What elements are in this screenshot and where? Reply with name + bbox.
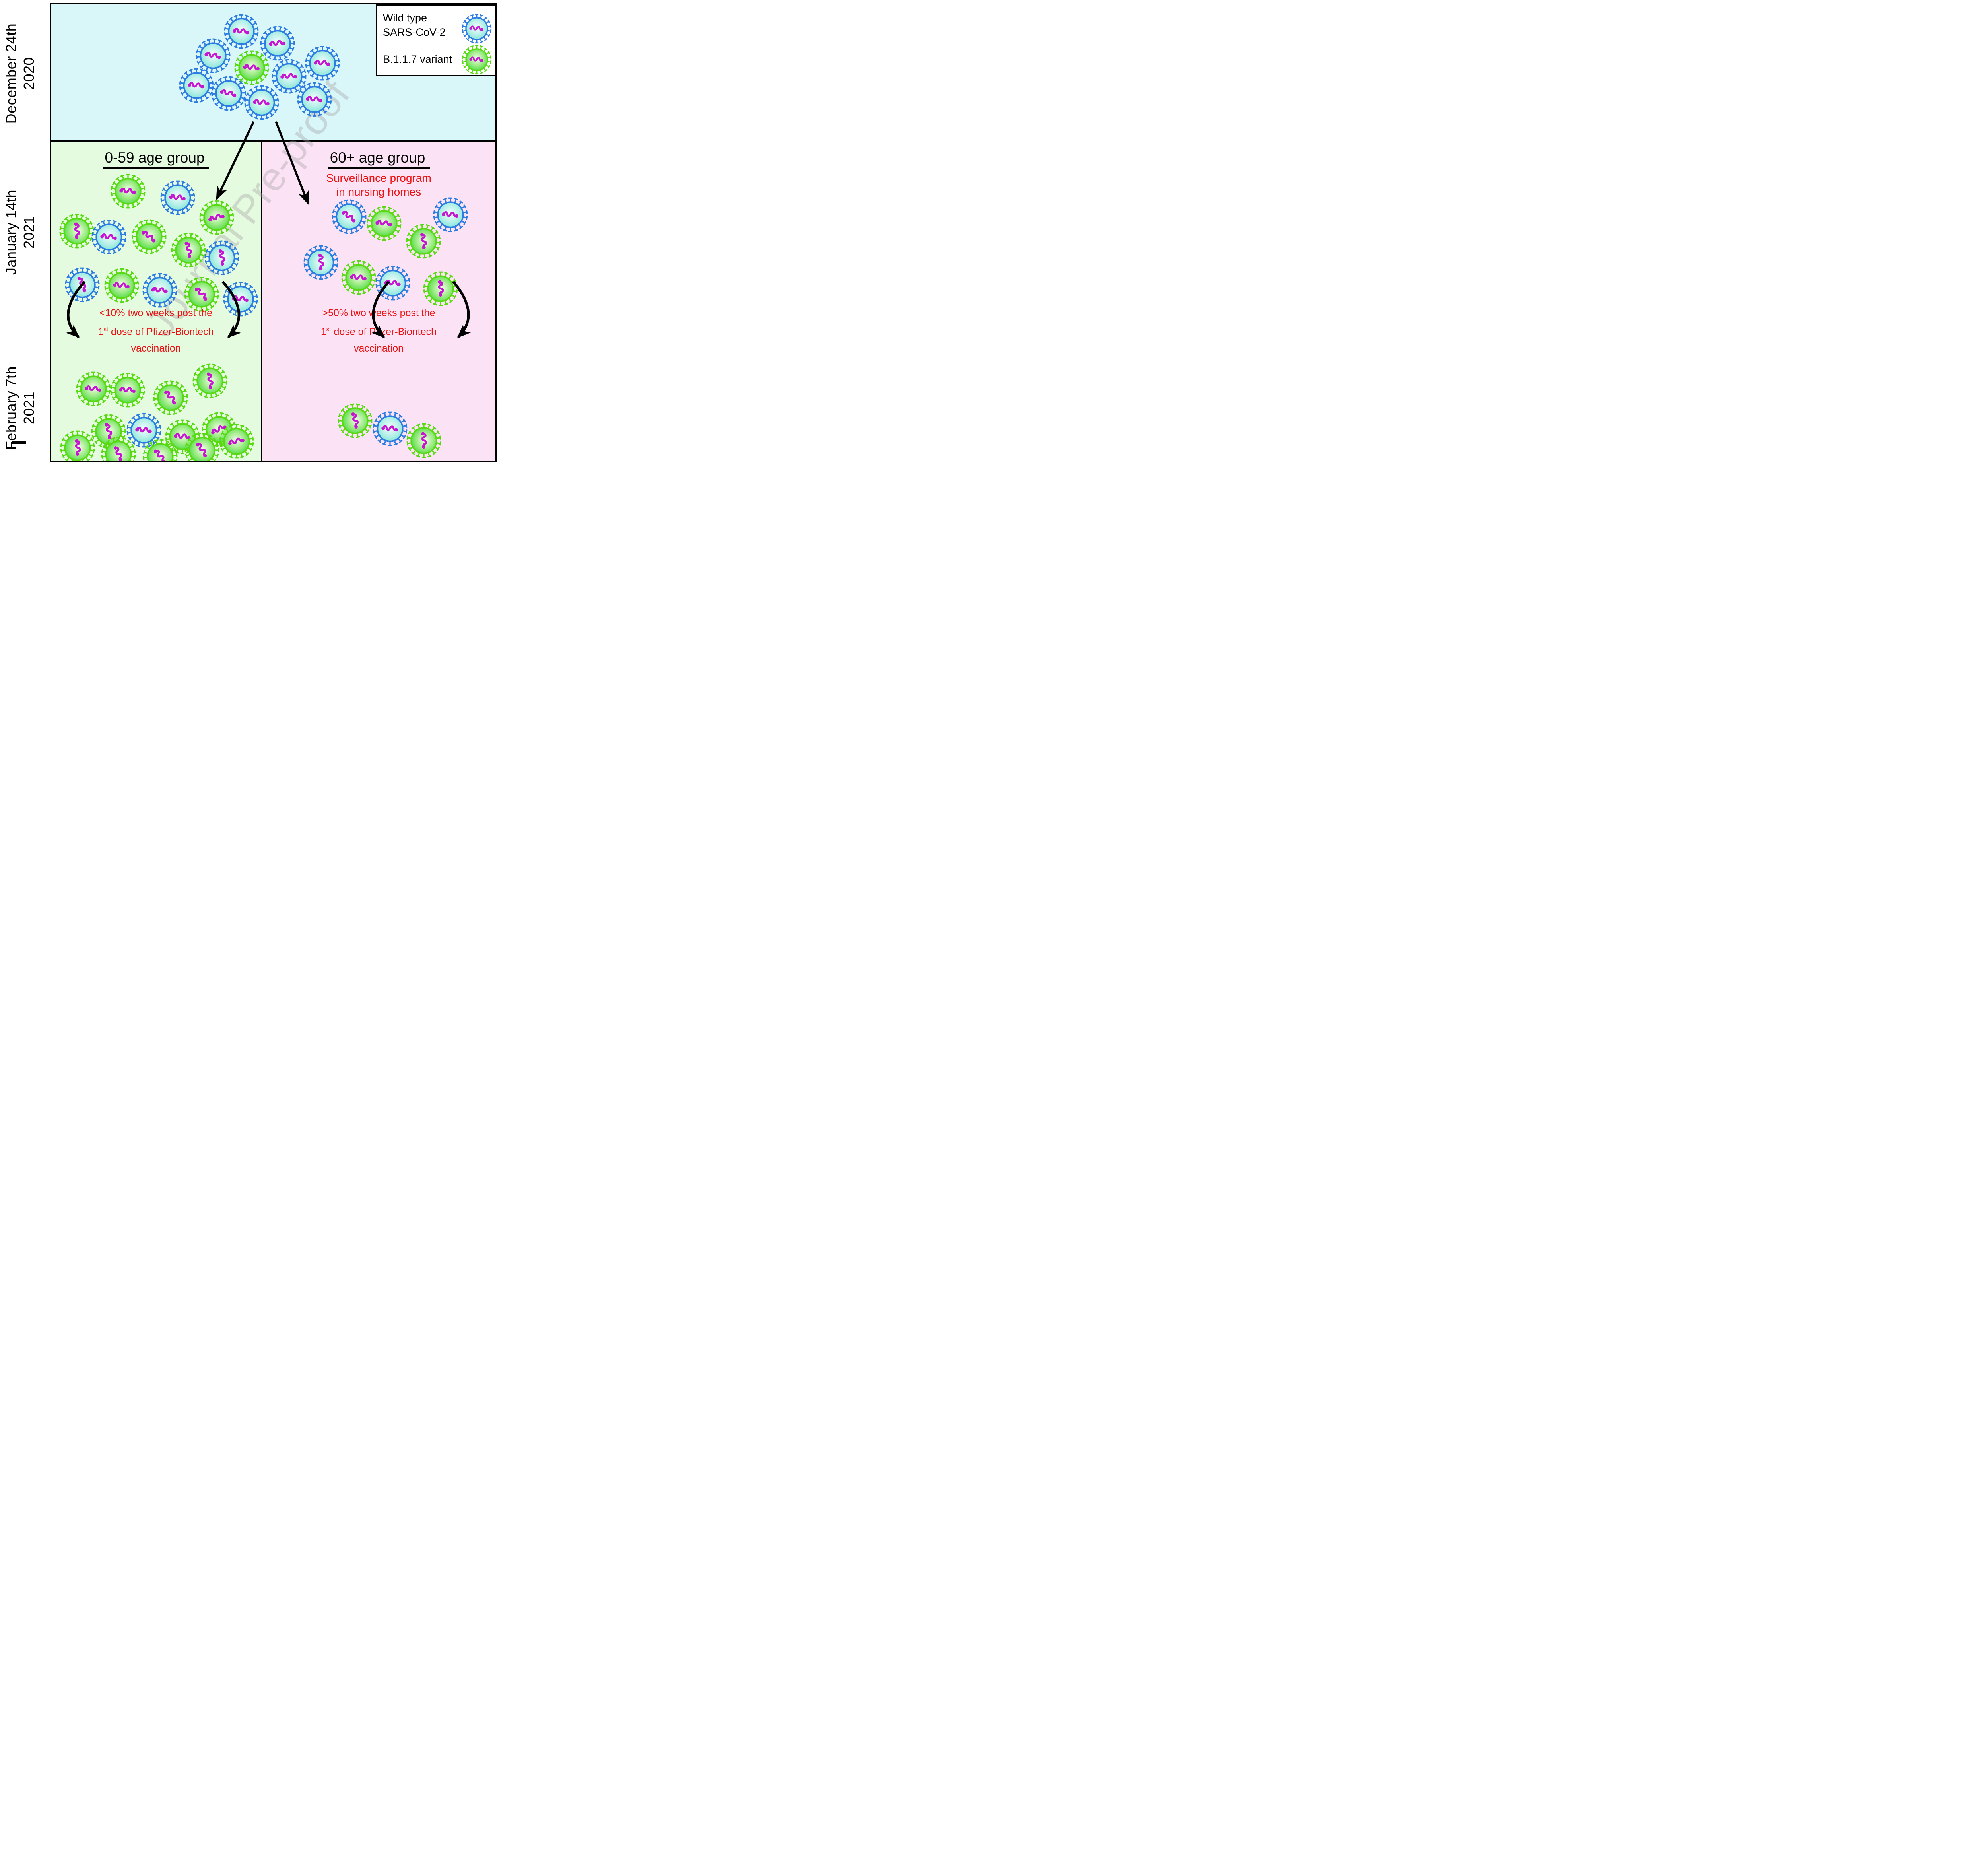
wild-type-virus-icon — [141, 271, 179, 309]
b117-variant-virus-icon — [151, 379, 190, 417]
wild-type-virus-icon — [270, 57, 308, 95]
wild-type-virus-icon — [222, 12, 260, 51]
wild-type-virus-icon — [177, 66, 215, 105]
wild-type-virus-icon — [371, 410, 409, 448]
date-year: 2021 — [21, 216, 37, 249]
b117-variant-virus-icon — [336, 402, 374, 440]
b117-variant-virus-icon — [340, 258, 378, 297]
date-label-february-2021: February 7th 2021 — [2, 328, 38, 465]
wild-type-virus-icon — [374, 264, 412, 302]
b117-variant-virus-icon — [103, 266, 141, 305]
b117-variant-virus-icon — [109, 371, 147, 409]
wild-type-virus-icon — [258, 24, 297, 62]
b117-variant-virus-icon — [58, 212, 96, 250]
legend-wild-type-label-line1: Wild type — [383, 12, 427, 24]
b117-variant-virus-icon — [58, 429, 97, 461]
wild-type-virus-icon — [125, 411, 163, 449]
b117-variant-virus-icon — [460, 43, 493, 75]
date-line: December 24th — [3, 23, 19, 124]
date-year: 2020 — [21, 57, 37, 90]
b117-variant-virus-icon — [183, 431, 221, 461]
wild-type-virus-icon — [330, 198, 368, 236]
b117-variant-virus-icon — [233, 49, 271, 87]
date-year: 2021 — [21, 391, 37, 425]
b117-variant-virus-icon — [74, 370, 113, 408]
wild-type-virus-icon — [210, 74, 248, 113]
wild-type-virus-icon — [431, 196, 470, 234]
b117-variant-virus-icon — [141, 437, 179, 461]
wild-type-virus-icon — [203, 239, 241, 277]
note-0-59-vaccination: <10% two weeks post the 1st dose of Pfiz… — [98, 307, 214, 354]
wild-type-virus-icon — [302, 243, 340, 282]
heading-60-plus-age-group: 60+ age group — [262, 150, 495, 169]
b117-variant-virus-icon — [405, 422, 443, 460]
wild-type-virus-icon — [63, 266, 101, 304]
date-line: January 14th — [3, 189, 19, 275]
wild-type-virus-icon — [295, 80, 334, 118]
legend-b117-variant-label: B.1.1.7 variant — [383, 53, 452, 65]
b117-variant-virus-icon — [130, 218, 168, 256]
b117-variant-virus-icon — [182, 275, 221, 313]
note-surveillance-program: Surveillance program in nursing homes — [326, 172, 431, 198]
b117-variant-virus-icon — [109, 172, 147, 210]
b117-variant-virus-icon — [404, 222, 443, 260]
note-60-plus-vaccination: >50% two weeks post the 1st dose of Pfiz… — [321, 307, 437, 354]
heading-0-59-age-group: 0-59 age group — [51, 150, 261, 169]
b117-variant-virus-icon — [365, 204, 403, 243]
wild-type-virus-icon — [460, 12, 493, 45]
date-line: February 7th — [3, 366, 19, 450]
panel-age-60-plus: 60+ age group Surveillance program in nu… — [262, 142, 497, 462]
date-label-december-2020: December 24th 2020 — [2, 0, 38, 153]
stray-mark — [12, 441, 26, 444]
legend-wild-type-label-line2: SARS-CoV-2 — [383, 26, 446, 38]
b117-variant-virus-icon — [421, 270, 460, 308]
date-label-january-2021: January 14th 2021 — [2, 153, 38, 312]
wild-type-virus-icon — [194, 37, 232, 75]
b117-variant-virus-icon — [169, 231, 208, 269]
b117-variant-virus-icon — [89, 412, 128, 451]
wild-type-virus-icon — [243, 84, 281, 122]
b117-variant-virus-icon — [198, 198, 236, 237]
wild-type-virus-icon — [90, 218, 128, 256]
wild-type-virus-icon — [303, 44, 342, 82]
figure-sars-cov-2-variant-timeline: December 24th 2020 January 14th 2021 Feb… — [0, 0, 497, 465]
legend: Wild type SARS-CoV-2 B.1.1.7 variant — [376, 4, 497, 76]
b117-variant-virus-icon — [99, 435, 138, 461]
panel-age-0-59: 0-59 age group <10% two weeks post the 1… — [50, 142, 262, 462]
wild-type-virus-icon — [159, 179, 197, 217]
b117-variant-virus-icon — [217, 422, 256, 460]
b117-variant-virus-icon — [191, 362, 229, 400]
